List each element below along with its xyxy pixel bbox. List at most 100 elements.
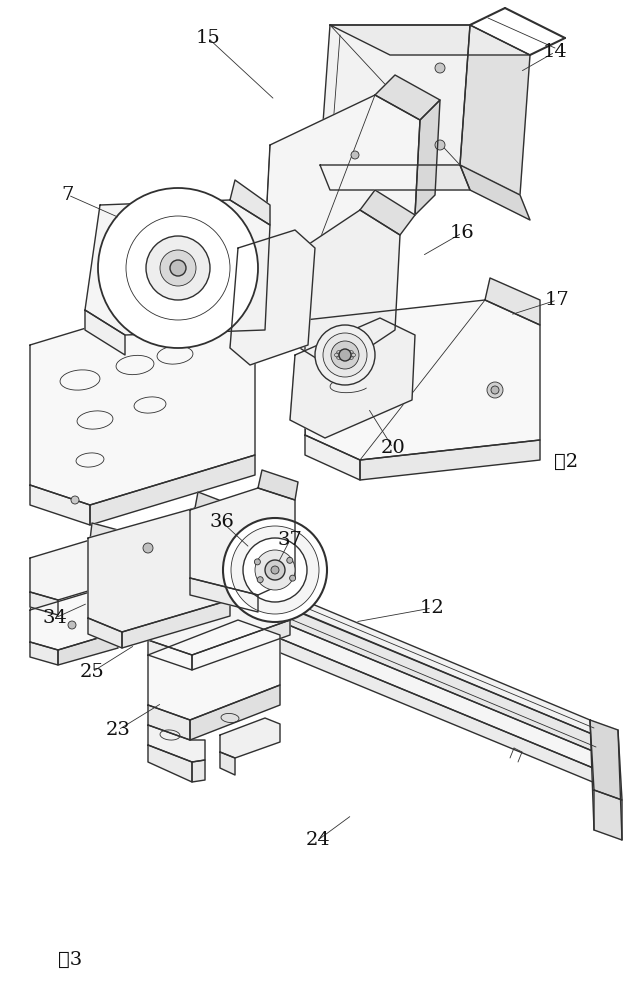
Polygon shape xyxy=(178,548,592,734)
Circle shape xyxy=(491,386,499,394)
Polygon shape xyxy=(192,620,290,670)
Polygon shape xyxy=(330,25,530,55)
Text: 14: 14 xyxy=(543,43,567,61)
Polygon shape xyxy=(360,190,415,235)
Circle shape xyxy=(223,518,327,622)
Polygon shape xyxy=(180,580,598,770)
Circle shape xyxy=(71,496,79,504)
Polygon shape xyxy=(220,718,280,758)
Polygon shape xyxy=(148,640,192,670)
Circle shape xyxy=(331,341,359,369)
Polygon shape xyxy=(248,542,292,572)
Polygon shape xyxy=(58,632,118,665)
Circle shape xyxy=(143,543,153,553)
Circle shape xyxy=(265,560,285,580)
Text: 25: 25 xyxy=(80,663,104,681)
Polygon shape xyxy=(305,300,540,460)
Polygon shape xyxy=(192,760,205,782)
Text: 16: 16 xyxy=(450,224,474,242)
Circle shape xyxy=(243,538,307,602)
Polygon shape xyxy=(30,592,118,650)
Polygon shape xyxy=(190,488,295,595)
Text: 图2: 图2 xyxy=(554,453,578,471)
Circle shape xyxy=(98,188,258,348)
Polygon shape xyxy=(178,562,595,752)
Polygon shape xyxy=(30,295,255,505)
Polygon shape xyxy=(230,180,270,225)
Polygon shape xyxy=(320,165,470,190)
Polygon shape xyxy=(305,435,360,480)
Polygon shape xyxy=(375,75,440,120)
Polygon shape xyxy=(148,705,190,740)
Text: 15: 15 xyxy=(196,29,220,47)
Circle shape xyxy=(126,216,230,320)
Circle shape xyxy=(323,333,367,377)
Polygon shape xyxy=(85,200,270,335)
Circle shape xyxy=(191,531,199,539)
Circle shape xyxy=(289,575,296,581)
Circle shape xyxy=(315,420,325,430)
Polygon shape xyxy=(148,725,205,762)
Circle shape xyxy=(100,190,256,346)
Polygon shape xyxy=(195,492,232,520)
Polygon shape xyxy=(594,790,622,840)
Polygon shape xyxy=(220,752,235,775)
Polygon shape xyxy=(265,95,420,265)
Polygon shape xyxy=(295,210,400,370)
Polygon shape xyxy=(460,165,530,220)
Circle shape xyxy=(315,325,375,385)
Circle shape xyxy=(254,559,260,565)
Text: 12: 12 xyxy=(420,599,444,617)
Circle shape xyxy=(487,382,503,398)
Polygon shape xyxy=(88,618,122,648)
Polygon shape xyxy=(195,275,255,315)
Text: 17: 17 xyxy=(544,291,569,309)
Text: 36: 36 xyxy=(210,513,235,531)
Polygon shape xyxy=(360,440,540,480)
Circle shape xyxy=(435,63,445,73)
Circle shape xyxy=(231,526,319,614)
Circle shape xyxy=(271,566,279,574)
Circle shape xyxy=(68,621,76,629)
Polygon shape xyxy=(90,523,118,548)
Polygon shape xyxy=(90,455,255,525)
Text: 34: 34 xyxy=(43,609,68,627)
Polygon shape xyxy=(88,508,230,632)
Polygon shape xyxy=(460,25,530,195)
Polygon shape xyxy=(290,318,415,438)
Circle shape xyxy=(255,550,295,590)
Circle shape xyxy=(160,250,196,286)
Polygon shape xyxy=(182,598,600,785)
Text: 7: 7 xyxy=(62,186,74,204)
Polygon shape xyxy=(415,100,440,215)
Text: 图3: 图3 xyxy=(58,951,82,969)
Polygon shape xyxy=(190,578,258,612)
Polygon shape xyxy=(148,745,192,782)
Circle shape xyxy=(435,140,445,150)
Polygon shape xyxy=(122,600,230,648)
Text: 37: 37 xyxy=(277,531,302,549)
Polygon shape xyxy=(30,540,118,600)
Circle shape xyxy=(258,577,263,583)
Polygon shape xyxy=(590,720,622,800)
Text: 20: 20 xyxy=(381,439,405,457)
Polygon shape xyxy=(485,278,540,325)
Circle shape xyxy=(110,200,246,336)
Circle shape xyxy=(146,236,210,300)
Polygon shape xyxy=(230,230,315,365)
Polygon shape xyxy=(30,642,58,665)
Polygon shape xyxy=(85,310,125,355)
Polygon shape xyxy=(320,25,470,165)
Polygon shape xyxy=(30,592,58,615)
Circle shape xyxy=(170,260,186,276)
Circle shape xyxy=(287,557,293,563)
Text: 23: 23 xyxy=(105,721,130,739)
Polygon shape xyxy=(190,685,280,740)
Text: 24: 24 xyxy=(305,831,330,849)
Circle shape xyxy=(351,151,359,159)
Polygon shape xyxy=(30,485,90,525)
Polygon shape xyxy=(148,558,290,655)
Polygon shape xyxy=(258,470,298,500)
Polygon shape xyxy=(148,620,280,720)
Circle shape xyxy=(339,349,351,361)
